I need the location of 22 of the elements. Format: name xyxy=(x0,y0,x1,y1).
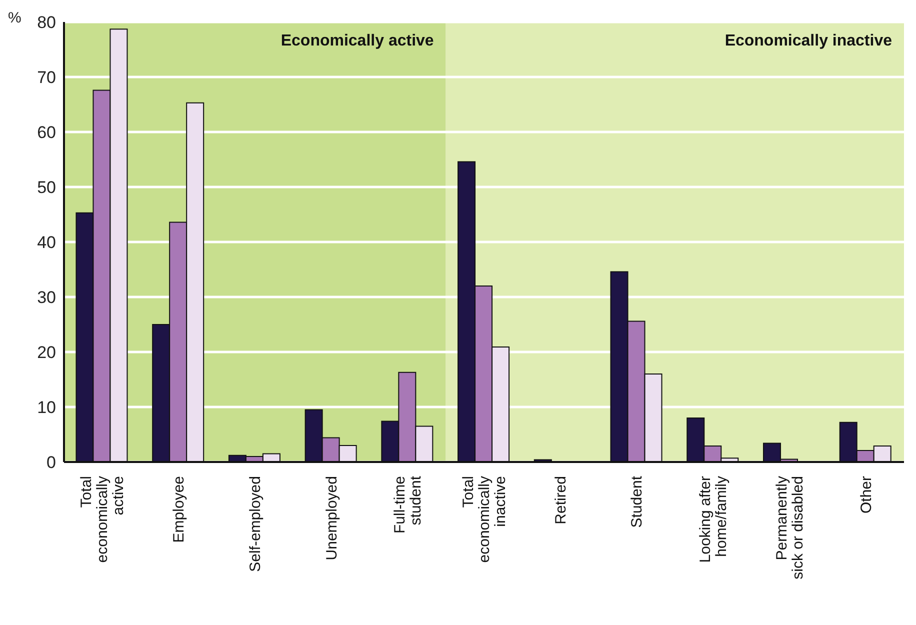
x-tick-label: Full-time student xyxy=(392,475,425,534)
x-tick-label: Unemployed xyxy=(323,476,340,560)
x-tick-label: Student xyxy=(628,475,646,528)
x-tick-label: Employee xyxy=(170,476,188,543)
x-tick-label: Looking after home/family xyxy=(697,476,730,563)
x-tick-label: Other xyxy=(858,476,875,514)
x-tick-label: Self-employed xyxy=(246,476,264,572)
y-axis-title: % xyxy=(8,10,22,27)
y-tick-label: 60 xyxy=(37,123,56,142)
y-tick-label: 40 xyxy=(37,233,56,252)
y-tick-label: 30 xyxy=(37,288,56,308)
y-tick-label: 20 xyxy=(37,343,56,362)
y-tick-label: 80 xyxy=(37,13,56,32)
y-tick-label: 50 xyxy=(37,178,56,198)
band-label: Economically inactive xyxy=(724,32,892,50)
y-tick-label: 10 xyxy=(37,398,56,418)
band-label: Economically active xyxy=(280,32,434,50)
y-tick-label: 0 xyxy=(46,453,56,472)
x-tick-label: Total economically active xyxy=(78,476,128,563)
x-tick-label: Total economically inactive xyxy=(460,476,509,563)
y-tick-label: 70 xyxy=(37,68,56,88)
x-tick-label: Retired xyxy=(552,476,570,524)
